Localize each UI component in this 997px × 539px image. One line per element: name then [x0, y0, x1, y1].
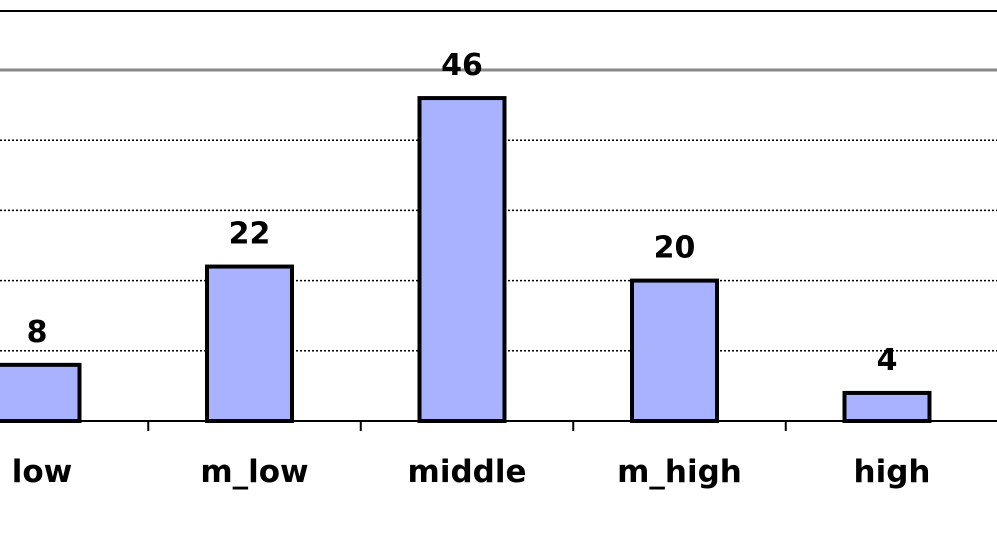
bar-m_low: [205, 264, 294, 423]
data-label-high: 4: [877, 343, 898, 378]
bar-m_high: [630, 278, 719, 423]
bars: [0, 96, 932, 424]
data-label-m_high: 20: [654, 231, 696, 266]
category-label-low: low: [12, 454, 73, 490]
data-labels: 8 22 46 20 4: [27, 48, 898, 378]
category-label-m_high: m_high: [617, 454, 742, 490]
bar-low: [0, 362, 82, 423]
category-labels: low m_low middle m_high high: [12, 454, 931, 490]
bar-high: [842, 390, 932, 424]
bar-middle: [417, 96, 507, 424]
x-axis-ticks: [147, 421, 787, 431]
category-label-middle: middle: [408, 454, 527, 490]
data-label-m_low: 22: [229, 217, 271, 252]
data-label-low: 8: [27, 315, 48, 350]
data-label-middle: 46: [441, 48, 483, 83]
category-label-m_low: m_low: [200, 454, 308, 490]
category-label-high: high: [854, 454, 931, 490]
